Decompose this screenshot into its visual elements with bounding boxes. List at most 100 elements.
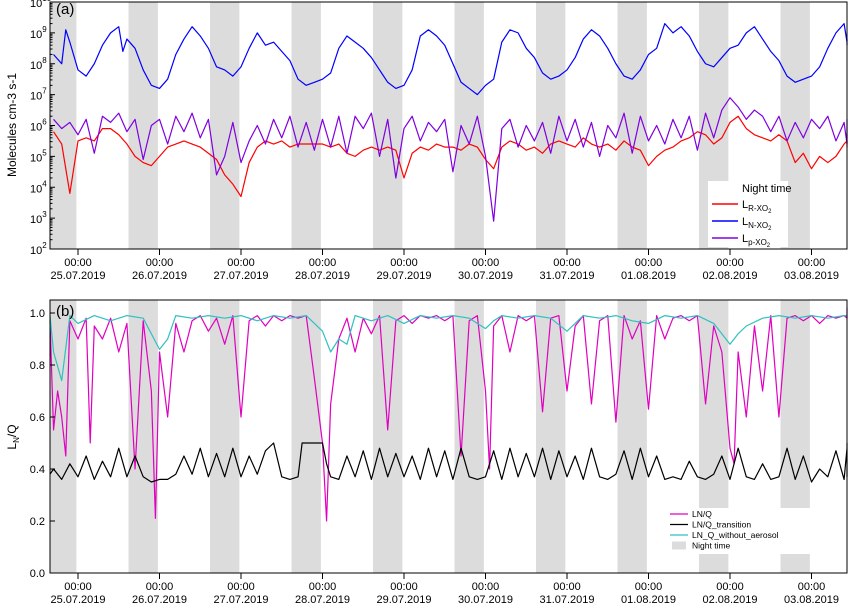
x-tick-date: 29.07.2019 bbox=[376, 270, 431, 282]
y-tick-exponent: 3 bbox=[42, 210, 47, 219]
y-tick-label: 108 bbox=[30, 56, 47, 72]
panel-a-label: (a) bbox=[56, 1, 74, 18]
x-tick-time: 00:00 bbox=[64, 257, 92, 269]
y-tick-exponent: 10 bbox=[42, 0, 51, 3]
x-tick-date: 26.07.2019 bbox=[132, 270, 187, 282]
y-tick-label: 0.4 bbox=[30, 464, 45, 476]
y-tick-label: 104 bbox=[30, 179, 47, 195]
legend-entry: LN/Q bbox=[692, 509, 712, 519]
night-time-bands bbox=[50, 2, 810, 249]
x-tick-date: 25.07.2019 bbox=[50, 594, 105, 605]
night-band bbox=[210, 2, 240, 249]
ylabel-main: L bbox=[5, 443, 19, 450]
panel-b-y-axis-title: LN/Q bbox=[5, 424, 21, 449]
legend-entry-sub: N-XO bbox=[748, 221, 768, 230]
y-tick-exponent: 8 bbox=[42, 56, 47, 65]
x-tick-date: 27.07.2019 bbox=[213, 594, 268, 605]
y-tick-label: 107 bbox=[30, 87, 47, 103]
y-tick-label: 102 bbox=[30, 241, 47, 257]
x-tick-date: 03.08.2019 bbox=[784, 270, 839, 282]
ylabel-rest: /Q bbox=[5, 424, 19, 437]
x-tick-date: 31.07.2019 bbox=[539, 594, 594, 605]
x-tick-time: 00:00 bbox=[798, 581, 826, 593]
y-tick-exponent: 6 bbox=[42, 118, 47, 127]
x-tick-time: 00:00 bbox=[716, 257, 744, 269]
x-tick-time: 00:00 bbox=[309, 581, 337, 593]
x-tick-date: 28.07.2019 bbox=[295, 594, 350, 605]
x-tick-time: 00:00 bbox=[472, 257, 500, 269]
y-tick-label: 0.2 bbox=[30, 516, 45, 528]
x-tick-time: 00:00 bbox=[716, 581, 744, 593]
y-tick-exponent: 9 bbox=[42, 25, 47, 34]
panel-a-x-axis: 00:0025.07.201900:0026.07.201900:0027.07… bbox=[50, 249, 839, 282]
legend-entry-main: L bbox=[742, 216, 748, 228]
legend-entry: Night time bbox=[692, 541, 731, 551]
x-tick-date: 25.07.2019 bbox=[50, 270, 105, 282]
panel-b-label: (b) bbox=[56, 303, 74, 320]
series-line-0 bbox=[53, 115, 848, 198]
x-tick-time: 00:00 bbox=[798, 257, 826, 269]
x-tick-time: 00:00 bbox=[146, 257, 174, 269]
x-tick-time: 00:00 bbox=[553, 257, 581, 269]
night-band bbox=[291, 2, 321, 249]
legend-entry-main: L bbox=[742, 199, 748, 211]
legend-entry: LR-XO2 bbox=[742, 199, 772, 215]
x-tick-date: 26.07.2019 bbox=[132, 594, 187, 605]
legend-entry-main: L bbox=[742, 233, 748, 245]
x-tick-date: 29.07.2019 bbox=[376, 594, 431, 605]
x-tick-date: 30.07.2019 bbox=[458, 270, 513, 282]
panel-b: 0.00.20.40.60.81.0 00:0025.07.201900:002… bbox=[5, 299, 848, 605]
legend-entry: LN_Q_without_aerosol bbox=[692, 530, 779, 540]
x-tick-date: 30.07.2019 bbox=[458, 594, 513, 605]
legend-title-night-time: Night time bbox=[742, 183, 792, 195]
night-band bbox=[617, 300, 647, 573]
x-tick-date: 02.08.2019 bbox=[702, 270, 757, 282]
x-tick-time: 00:00 bbox=[635, 257, 663, 269]
y-tick-label: 0.0 bbox=[30, 568, 45, 580]
night-band bbox=[454, 300, 484, 573]
night-band bbox=[128, 2, 158, 249]
y-tick-exponent: 2 bbox=[42, 241, 47, 250]
night-band bbox=[617, 2, 647, 249]
panel-a-y-axis-title-text: Molecules cm-3 s-1 bbox=[5, 73, 19, 177]
ylabel-sub: N bbox=[12, 437, 21, 443]
x-tick-time: 00:00 bbox=[472, 581, 500, 593]
legend-entry-sub: p-XO bbox=[748, 238, 767, 247]
y-tick-label: 109 bbox=[30, 25, 47, 41]
night-band bbox=[536, 300, 566, 573]
x-tick-time: 00:00 bbox=[227, 581, 255, 593]
y-tick-label: 106 bbox=[30, 118, 47, 134]
y-tick-exponent: 5 bbox=[42, 148, 47, 157]
series-line-2 bbox=[49, 315, 847, 382]
x-tick-time: 00:00 bbox=[390, 581, 418, 593]
series-line-2 bbox=[53, 97, 848, 222]
x-tick-date: 27.07.2019 bbox=[213, 270, 268, 282]
panel-b-x-axis: 00:0025.07.201900:0026.07.201900:0027.07… bbox=[50, 573, 839, 605]
panel-a-series bbox=[53, 23, 848, 222]
y-tick-label: 1010 bbox=[30, 0, 52, 10]
legend-entry: LN/Q_transition bbox=[692, 520, 751, 530]
y-tick-label: 105 bbox=[30, 148, 47, 164]
legend-entry-sub: R-XO bbox=[748, 204, 768, 213]
night-band bbox=[291, 300, 321, 573]
x-tick-date: 01.08.2019 bbox=[621, 270, 676, 282]
legend-swatch-night bbox=[672, 541, 686, 550]
night-band bbox=[373, 300, 403, 573]
x-tick-time: 00:00 bbox=[390, 257, 418, 269]
y-tick-label: 0.8 bbox=[30, 360, 45, 372]
panel-b-frame bbox=[49, 299, 848, 574]
x-tick-time: 00:00 bbox=[635, 581, 663, 593]
night-band bbox=[373, 2, 403, 249]
legend-entry: LN-XO2 bbox=[742, 216, 772, 232]
series-line-1 bbox=[49, 442, 848, 483]
x-tick-date: 01.08.2019 bbox=[621, 594, 676, 605]
legend-background bbox=[665, 508, 810, 554]
panel-b-y-axis: 0.0 0.2 0.4 0.6 0.8 1.0 bbox=[30, 308, 55, 580]
y-tick-exponent: 7 bbox=[42, 87, 47, 96]
night-band bbox=[536, 2, 566, 249]
y-tick-label: 0.6 bbox=[30, 412, 45, 424]
legend-background bbox=[708, 181, 788, 247]
x-tick-time: 00:00 bbox=[227, 257, 255, 269]
